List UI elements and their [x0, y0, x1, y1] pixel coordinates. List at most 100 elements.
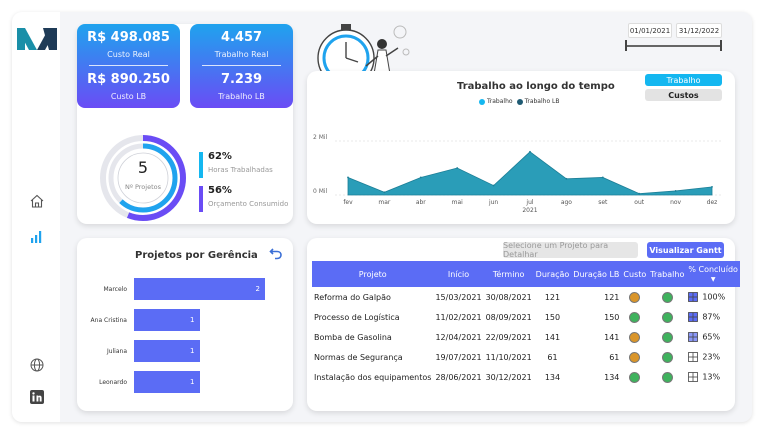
orcamento-marker — [199, 186, 203, 212]
area-chart: 0 Mil 2 Mil fev mar abr mai jun jul ago set out nov… — [313, 134, 722, 214]
orcamento-label: Orçamento Consumido — [208, 200, 289, 208]
manager-bar[interactable]: 1 — [134, 309, 200, 331]
col-termino[interactable]: Término — [483, 261, 534, 287]
custo-lb-value: R$ 890.250 — [87, 72, 170, 87]
cell-inicio: 15/03/2021 — [435, 292, 482, 302]
x-tick-label: abr — [416, 199, 426, 206]
cell-custo — [621, 287, 648, 307]
custo-real-label: Custo Real — [107, 50, 150, 59]
cell-duracao: 134 — [544, 372, 561, 382]
cell-inicio: 19/07/2021 — [435, 352, 482, 362]
gantt-button[interactable]: Visualizar Gantt — [647, 242, 724, 258]
data-point — [419, 176, 422, 179]
col-projeto[interactable]: Projeto — [312, 261, 434, 287]
data-point — [492, 184, 495, 187]
data-point — [456, 167, 459, 169]
table-header-row: Projeto Início Término Duração Duração L… — [312, 261, 740, 287]
manager-bar[interactable]: 1 — [134, 371, 200, 393]
brand-logo — [17, 28, 57, 50]
trabalho-lb-value: 7.239 — [220, 72, 263, 87]
legend-dot-trabalho — [479, 98, 485, 105]
manager-bar[interactable]: 2 — [134, 278, 265, 300]
col-trabalho[interactable]: Trabalho — [648, 261, 687, 287]
cell-trabalho — [648, 307, 686, 327]
projects-count-label: Nº Projetos — [124, 183, 162, 191]
table-row[interactable]: Normas de Segurança 19/07/2021 11/10/2021 6… — [312, 347, 740, 367]
x-year-label: 2021 — [522, 207, 537, 214]
legend-trabalho: Trabalho — [487, 98, 513, 105]
time-chart-card: Trabalho ao longo do tempo Trabalho Trab… — [307, 71, 735, 224]
table-row[interactable]: Instalação dos equipamentos 28/06/2021 30/… — [312, 367, 740, 387]
x-tick-label: dez — [707, 199, 718, 206]
cell-custo — [621, 307, 648, 327]
col-inicio[interactable]: Início — [433, 261, 484, 287]
bar-chart-icon[interactable] — [26, 226, 48, 248]
cell-duracao: 150 — [544, 312, 561, 322]
data-point — [638, 192, 641, 195]
cell-duracao: 121 — [544, 292, 561, 302]
col-pct-concluido[interactable]: % Concluído ▼ — [686, 261, 740, 287]
horas-arc — [108, 143, 178, 213]
x-tick-label: jun — [488, 199, 498, 206]
projects-table: Projeto Início Término Duração Duração L… — [312, 261, 740, 387]
x-tick-label: mar — [378, 199, 391, 206]
kpi-separator — [89, 65, 168, 66]
pct-value: 87% — [702, 312, 721, 322]
date-slider-end-handle[interactable] — [720, 40, 722, 51]
manager-bar[interactable]: 1 — [134, 340, 200, 362]
table-row[interactable]: Bomba de Gasolina 12/04/2021 22/09/2021 141… — [312, 327, 740, 347]
trabalho-lb-label: Trabalho LB — [218, 92, 265, 101]
col-duracao-lb[interactable]: Duração LB — [571, 261, 622, 287]
data-point — [529, 150, 531, 153]
cell-trabalho — [648, 367, 686, 387]
custo-lb-label: Custo LB — [110, 92, 147, 101]
linkedin-icon[interactable] — [26, 386, 48, 408]
trabalho-status-icon — [661, 371, 673, 383]
trabalho-real-value: 4.457 — [220, 30, 263, 45]
sort-desc-icon: ▼ — [710, 276, 716, 283]
cell-projeto: Processo de Logística — [314, 312, 400, 322]
custo-kpi: R$ 498.085 Custo Real R$ 890.250 Custo L… — [77, 24, 180, 108]
date-slider-start-handle[interactable] — [625, 40, 627, 51]
cell-duracao-lb: 121 — [604, 292, 620, 302]
cell-projeto: Normas de Segurança — [314, 352, 403, 362]
cell-pct: 13% — [686, 367, 740, 387]
manager-label: Leonardo — [99, 379, 127, 386]
cell-termino: 08/09/2021 — [485, 312, 532, 322]
cell-pct: 100% — [686, 287, 740, 307]
cell-duracao: 141 — [544, 332, 561, 342]
cell-duracao-lb: 134 — [604, 372, 620, 382]
progress-grid-icon — [688, 372, 699, 382]
time-chart-title: Trabalho ao longo do tempo — [457, 81, 615, 92]
col-pct-label: % Concluído — [688, 265, 738, 274]
home-icon[interactable] — [26, 190, 48, 212]
data-point — [347, 176, 349, 179]
table-row[interactable]: Processo de Logística 11/02/2021 08/09/202… — [312, 307, 740, 327]
table-row[interactable]: Reforma do Galpão 15/03/2021 30/08/2021 121… — [312, 287, 740, 307]
projects-table-card: Selecione um Projeto para Detalhar Visua… — [307, 238, 740, 411]
cell-custo — [621, 347, 648, 367]
cell-termino: 22/09/2021 — [485, 332, 532, 342]
undo-icon[interactable] — [269, 246, 283, 260]
projects-count: 5 — [137, 158, 149, 177]
progress-grid-icon — [688, 292, 699, 302]
cell-termino: 30/12/2021 — [485, 372, 532, 382]
custo-status-icon — [629, 291, 641, 303]
managers-card: Projetos por Gerência Marcelo 2 Ana Cristi… — [77, 238, 293, 411]
trabalho-status-icon — [661, 351, 673, 363]
cell-duracao: 61 — [547, 352, 558, 362]
toggle-trabalho[interactable]: Trabalho — [645, 74, 722, 86]
horas-label: Horas Trabalhadas — [208, 166, 273, 174]
date-end[interactable]: 31/12/2022 — [676, 23, 722, 38]
progress-grid-icon — [688, 352, 699, 362]
toggle-custos[interactable]: Custos — [645, 89, 722, 101]
legend-dot-trabalho-lb — [516, 98, 523, 105]
globe-icon[interactable] — [26, 354, 48, 376]
col-duracao[interactable]: Duração — [533, 261, 572, 287]
dashboard-frame: R$ 498.085 Custo Real R$ 890.250 Custo L… — [12, 12, 752, 422]
date-slider-track[interactable] — [626, 45, 722, 47]
custo-status-icon — [629, 331, 641, 343]
orcamento-arc — [100, 135, 186, 221]
col-custo[interactable]: Custo — [621, 261, 649, 287]
date-start[interactable]: 01/01/2021 — [628, 23, 672, 38]
